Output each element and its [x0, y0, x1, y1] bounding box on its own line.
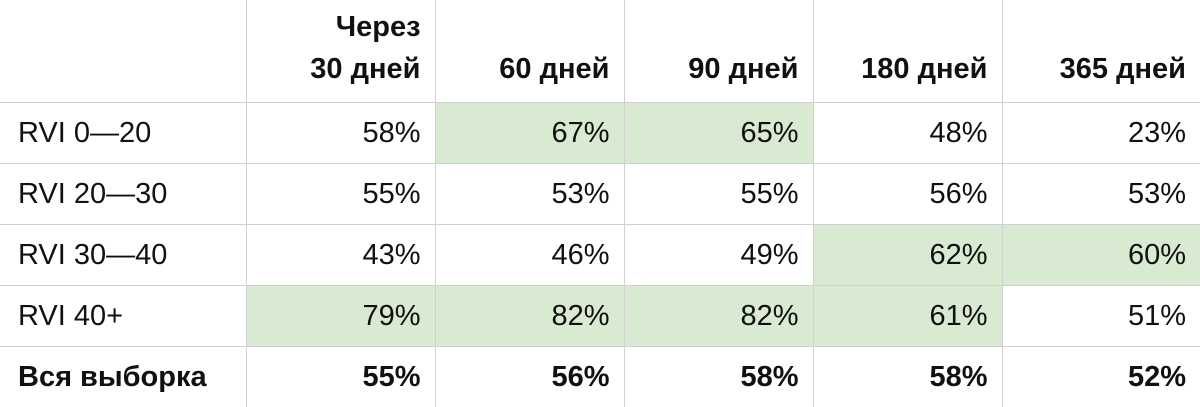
total-value-cell: 58% — [623, 346, 814, 407]
row-label: RVI 30—40 — [0, 224, 247, 286]
table-row: RVI 0—20 58% 67% 65% 48% 23% — [0, 102, 1200, 164]
value-cell: 49% — [623, 224, 814, 286]
column-header-label: 180 дней — [861, 53, 988, 85]
row-label: RVI 40+ — [0, 285, 247, 347]
value-cell: 46% — [434, 224, 625, 286]
column-header-label: 365 дней — [1059, 53, 1186, 85]
corner-cell — [0, 0, 247, 103]
value-cell: 23% — [1001, 102, 1200, 164]
value-cell: 58% — [245, 102, 436, 164]
value-cell: 53% — [434, 163, 625, 225]
table-row: RVI 40+ 79% 82% 82% 61% 51% — [0, 285, 1200, 347]
column-header: Через 30 дней — [245, 0, 436, 103]
value-cell: 43% — [245, 224, 436, 286]
value-cell: 55% — [245, 163, 436, 225]
value-cell: 51% — [1001, 285, 1200, 347]
value-cell: 62% — [812, 224, 1003, 286]
value-cell: 65% — [623, 102, 814, 164]
row-label: RVI 0—20 — [0, 102, 247, 164]
value-cell: 48% — [812, 102, 1003, 164]
column-header-label: Через 30 дней — [310, 11, 421, 85]
value-cell: 60% — [1001, 224, 1200, 286]
value-cell: 67% — [434, 102, 625, 164]
value-cell: 82% — [434, 285, 625, 347]
total-value-cell: 52% — [1001, 346, 1200, 407]
table-row: RVI 30—40 43% 46% 49% 62% 60% — [0, 224, 1200, 286]
value-cell: 56% — [812, 163, 1003, 225]
total-label: Вся выборка — [0, 346, 247, 407]
total-value-cell: 58% — [812, 346, 1003, 407]
column-header: 180 дней — [812, 0, 1003, 103]
column-header-label: 60 дней — [499, 53, 610, 85]
value-cell: 53% — [1001, 163, 1200, 225]
total-row: Вся выборка 55% 56% 58% 58% 52% — [0, 346, 1200, 407]
value-cell: 79% — [245, 285, 436, 347]
value-cell: 55% — [623, 163, 814, 225]
column-header: 60 дней — [434, 0, 625, 103]
total-value-cell: 55% — [245, 346, 436, 407]
column-header: 90 дней — [623, 0, 814, 103]
table-row: RVI 20—30 55% 53% 55% 56% 53% — [0, 163, 1200, 225]
value-cell: 61% — [812, 285, 1003, 347]
total-value-cell: 56% — [434, 346, 625, 407]
row-label: RVI 20—30 — [0, 163, 247, 225]
value-cell: 82% — [623, 285, 814, 347]
column-header: 365 дней — [1001, 0, 1200, 103]
column-header-label: 90 дней — [688, 53, 799, 85]
header-row: Через 30 дней 60 дней 90 дней 180 дней 3… — [0, 0, 1200, 103]
